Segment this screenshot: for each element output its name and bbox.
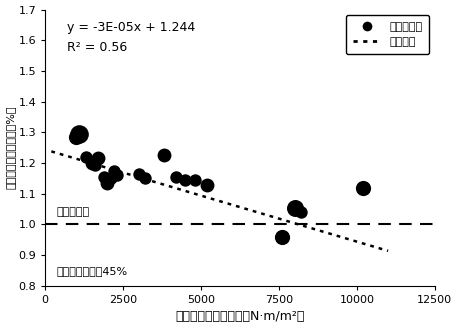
Text: R² = 0.56: R² = 0.56 bbox=[67, 41, 127, 54]
Point bbox=[113, 173, 120, 178]
Text: y = -3E-05x + 1.244: y = -3E-05x + 1.244 bbox=[67, 21, 195, 34]
Point bbox=[182, 177, 189, 183]
Point bbox=[278, 234, 286, 240]
Point bbox=[76, 131, 83, 137]
Point bbox=[360, 185, 367, 190]
X-axis label: 振動締固めエネルギ（N·m/m²）: 振動締固めエネルギ（N·m/m²） bbox=[175, 311, 305, 323]
Point bbox=[297, 210, 305, 215]
Point bbox=[82, 154, 89, 160]
Point bbox=[107, 176, 114, 181]
Point bbox=[110, 168, 117, 173]
Point bbox=[94, 156, 102, 161]
Point bbox=[291, 205, 298, 210]
Point bbox=[160, 153, 167, 158]
Point bbox=[191, 177, 198, 183]
Point bbox=[172, 174, 180, 180]
Point bbox=[91, 162, 98, 167]
Legend: 近似データ, 近似直線: 近似データ, 近似直線 bbox=[346, 15, 429, 54]
Point bbox=[104, 180, 111, 186]
Point bbox=[204, 182, 211, 187]
Point bbox=[135, 171, 142, 176]
Point bbox=[73, 134, 80, 139]
Y-axis label: 空隙率／設計空隙率（%）: 空隙率／設計空隙率（%） bbox=[5, 106, 16, 190]
Point bbox=[141, 176, 148, 181]
Text: 設計空隙率: 設計空隙率 bbox=[56, 207, 89, 217]
Point bbox=[88, 161, 96, 166]
Text: 水セメント比：45%: 水セメント比：45% bbox=[56, 266, 127, 276]
Point bbox=[101, 174, 108, 180]
